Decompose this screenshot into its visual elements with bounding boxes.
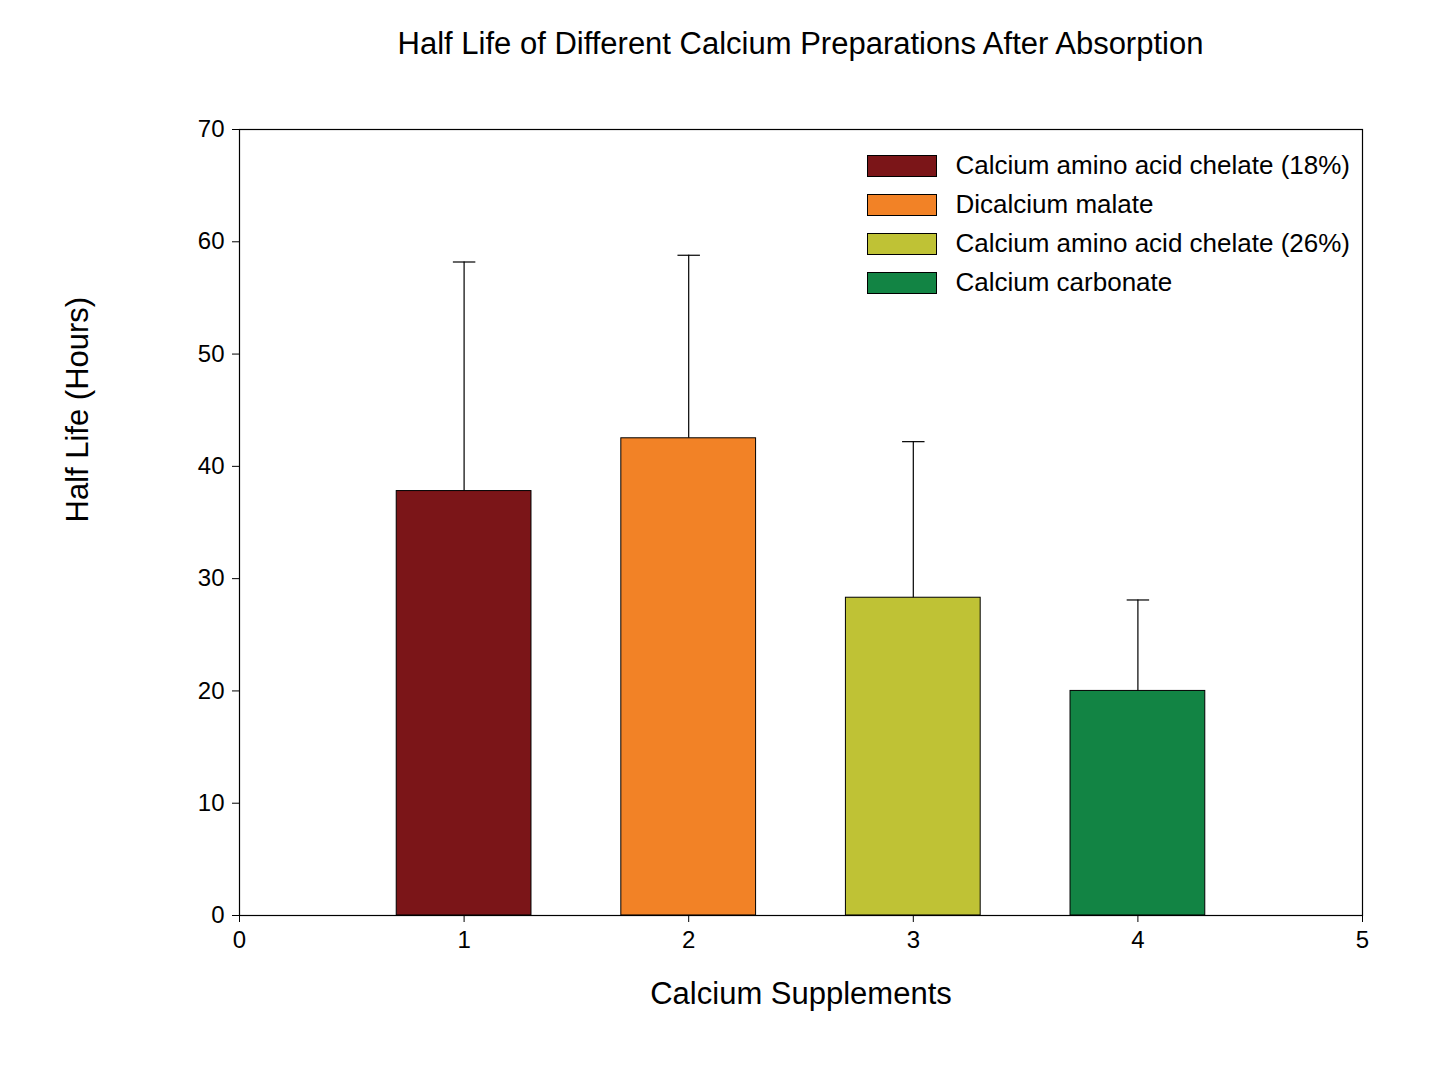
svg-text:70: 70: [198, 115, 225, 142]
svg-text:40: 40: [198, 452, 225, 479]
svg-text:60: 60: [198, 227, 225, 254]
svg-text:20: 20: [198, 677, 225, 704]
svg-text:0: 0: [233, 926, 246, 953]
svg-text:5: 5: [1356, 926, 1369, 953]
svg-text:1: 1: [457, 926, 470, 953]
svg-text:0: 0: [211, 901, 224, 928]
svg-text:3: 3: [907, 926, 920, 953]
html-text:Calcium amino acid chelate (26: Calcium amino acid chelate (26%): [955, 228, 1350, 258]
html-text:Dicalcium malate: Dicalcium malate: [955, 189, 1154, 219]
svg-text:Half Life (Hours): Half Life (Hours): [60, 297, 95, 523]
svg-text:4: 4: [1131, 926, 1144, 953]
svg-text:2: 2: [682, 926, 695, 953]
svg-text:10: 10: [198, 789, 225, 816]
html-text:Half Life of Different Calcium: Half Life of Different Calcium Preparati…: [397, 26, 1204, 61]
html-text:Calcium amino acid chelate (18: Calcium amino acid chelate (18%): [955, 150, 1350, 180]
html-text:Calcium carbonate: Calcium carbonate: [955, 267, 1173, 297]
svg-text:Calcium Supplements: Calcium Supplements: [650, 976, 952, 1011]
svg-text:30: 30: [198, 564, 225, 591]
svg-text:50: 50: [198, 340, 225, 367]
